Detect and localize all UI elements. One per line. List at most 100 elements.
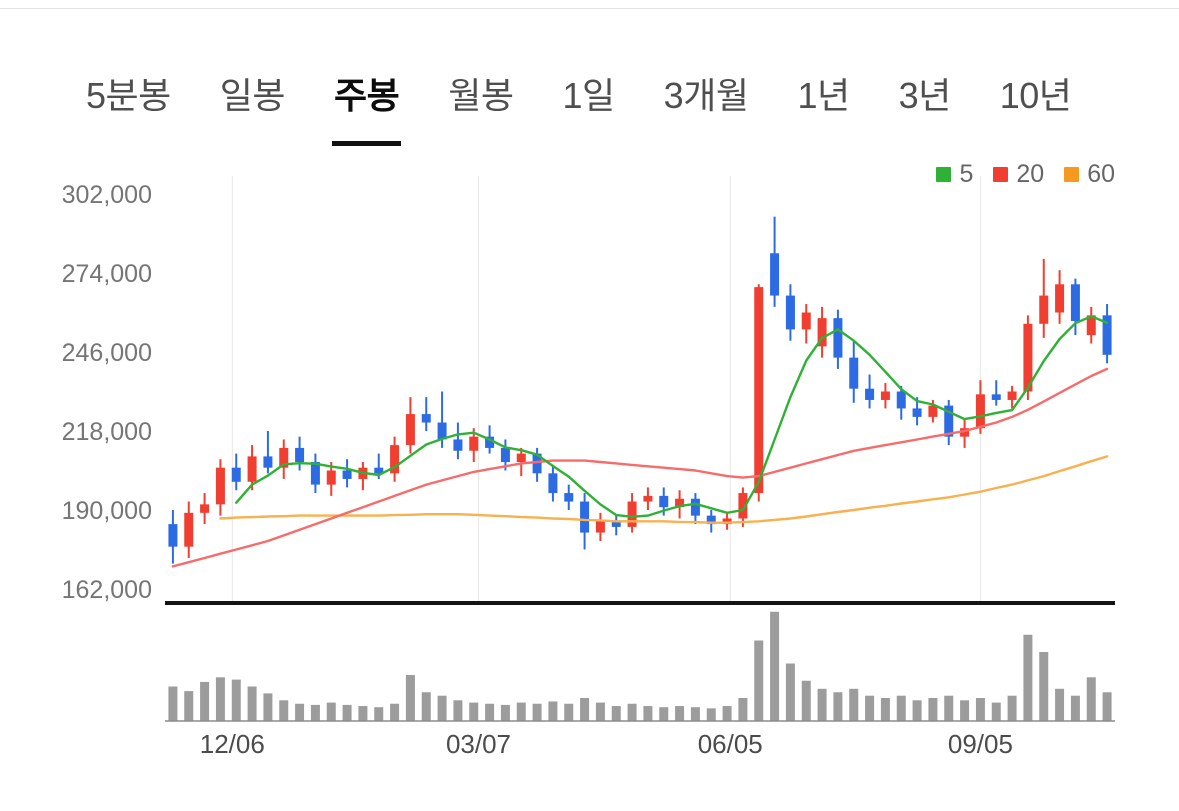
volume-bar xyxy=(358,706,368,721)
candle-body xyxy=(580,501,590,533)
candle-body xyxy=(1039,295,1049,324)
volume-bar xyxy=(975,698,985,721)
volume-bar xyxy=(1007,695,1017,721)
volume-bar xyxy=(785,663,795,721)
candle-body xyxy=(738,493,748,519)
volume-bar xyxy=(485,703,495,721)
ma60-line xyxy=(219,455,1109,524)
candle-body xyxy=(310,462,320,485)
volume-bar xyxy=(500,704,510,721)
volume-bar xyxy=(690,707,700,721)
tab-10year[interactable]: 10년 xyxy=(998,67,1074,146)
tab-monthly[interactable]: 월봉 xyxy=(446,67,515,146)
volume-bar xyxy=(627,703,637,721)
candle-body xyxy=(548,473,558,494)
tab-5min[interactable]: 5분봉 xyxy=(84,67,173,146)
volume-bar xyxy=(342,704,352,721)
volume-bar xyxy=(215,677,225,721)
volume-bar xyxy=(595,702,605,721)
volume-bar xyxy=(722,706,732,721)
candle-body xyxy=(168,524,178,547)
x-axis-label: 03/07 xyxy=(446,729,511,759)
volume-bar xyxy=(1023,634,1033,721)
volume-bar xyxy=(991,702,1001,721)
tab-1day[interactable]: 1일 xyxy=(561,67,617,146)
candle-body xyxy=(500,447,510,463)
ma5-legend: 5 xyxy=(936,160,973,189)
ma5-legend-label: 5 xyxy=(959,160,974,188)
volume-bar xyxy=(659,707,669,721)
candle-body xyxy=(1055,284,1065,313)
candle-body xyxy=(928,405,938,417)
candle-body xyxy=(722,518,732,525)
candle-body xyxy=(421,414,431,423)
volume-bar xyxy=(928,698,938,721)
candle-body xyxy=(706,515,716,525)
volume-bar xyxy=(437,695,447,721)
candle-body xyxy=(849,357,859,389)
volume-bar xyxy=(247,686,257,721)
tab-1year[interactable]: 1년 xyxy=(795,67,851,146)
volume-bar xyxy=(200,681,210,721)
volume-bar xyxy=(643,706,653,721)
volume-bar xyxy=(1102,692,1112,721)
candle-body xyxy=(437,422,447,440)
candle-body xyxy=(279,447,289,468)
candle-body xyxy=(516,453,526,463)
volume-bar xyxy=(310,704,320,721)
volume-bar xyxy=(295,703,305,721)
candle-body xyxy=(1023,323,1033,392)
tab-3year[interactable]: 3년 xyxy=(897,67,953,146)
candle-body xyxy=(770,253,780,296)
volume-bar xyxy=(738,698,748,721)
candle-body xyxy=(659,495,669,508)
volume-bar xyxy=(532,703,542,721)
x-axis-label: 12/06 xyxy=(200,729,265,759)
ma60-legend-label: 60 xyxy=(1087,160,1115,188)
candle-body xyxy=(485,436,495,448)
candle-body xyxy=(817,318,827,347)
volume-bar xyxy=(1070,695,1080,721)
candle-body xyxy=(374,467,384,474)
volume-bar xyxy=(754,640,764,721)
stock-chart: 5 20 60 302,000 274,000 246,000 218,000 190,… xyxy=(0,146,1179,787)
candle-body xyxy=(960,428,970,437)
candle-body xyxy=(1102,315,1112,355)
candle-body xyxy=(295,447,305,463)
volume-bar xyxy=(865,695,875,721)
candle-body xyxy=(215,467,225,505)
tab-weekly[interactable]: 주봉 xyxy=(332,67,402,146)
candle-body xyxy=(231,467,241,482)
top-divider xyxy=(0,0,1179,9)
volume-bar xyxy=(896,695,906,721)
tab-daily[interactable]: 일봉 xyxy=(218,67,287,146)
tab-3month[interactable]: 3개월 xyxy=(662,67,751,146)
candle-body xyxy=(564,493,574,502)
ma20-swatch-icon xyxy=(993,167,1009,182)
candle-body xyxy=(326,470,336,485)
candle-body xyxy=(690,498,700,516)
candle-body xyxy=(1007,391,1017,400)
y-axis-label: 246,000 xyxy=(62,339,152,367)
candle-body xyxy=(785,295,795,330)
candle-body xyxy=(643,495,653,502)
ma60-legend: 60 xyxy=(1064,160,1115,189)
volume-bar xyxy=(817,688,827,721)
volume-bar xyxy=(770,611,780,721)
volume-bar xyxy=(231,679,241,721)
candle-body xyxy=(675,498,685,508)
candle-body xyxy=(453,439,463,451)
volume-bar xyxy=(405,675,415,721)
volume-bar xyxy=(1055,688,1065,721)
x-axis-label: 09/05 xyxy=(948,729,1013,759)
candle-body xyxy=(595,521,605,533)
volume-bar xyxy=(564,703,574,721)
volume-bar xyxy=(453,700,463,721)
x-axis-label: 06/05 xyxy=(698,729,763,759)
candle-body xyxy=(754,287,764,494)
candle-body xyxy=(991,394,1001,400)
volume-bar xyxy=(675,706,685,721)
candle-body xyxy=(469,436,479,451)
chart-period-tabs: 5분봉 일봉 주봉 월봉 1일 3개월 1년 3년 10년 xyxy=(0,9,1179,146)
chart-baseline xyxy=(165,601,1115,605)
